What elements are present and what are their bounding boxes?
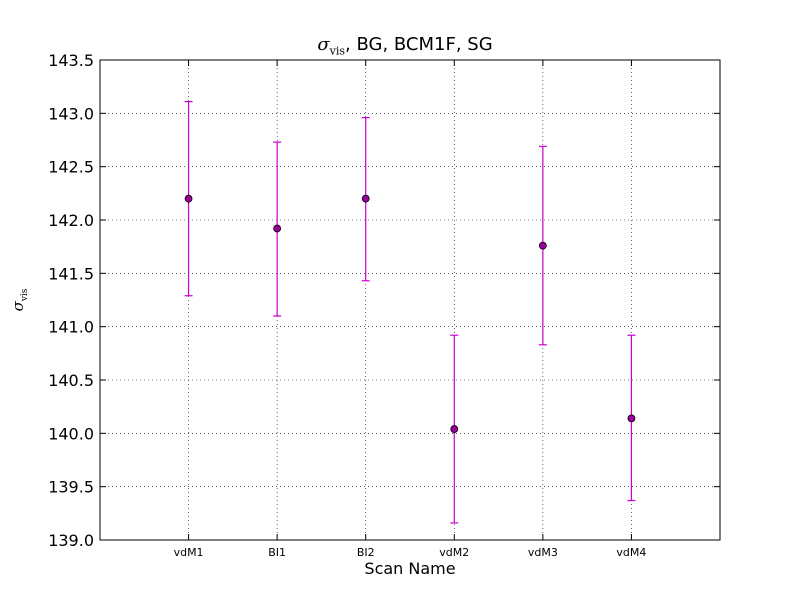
title-subscript: vis bbox=[329, 44, 346, 58]
data-point bbox=[627, 414, 636, 423]
plot-frame bbox=[99, 59, 721, 541]
y-tick-label: 140.0 bbox=[48, 424, 94, 443]
y-tick-label: 141.0 bbox=[48, 318, 94, 337]
title-rest: , BG, BCM1F, SG bbox=[345, 34, 493, 55]
y-tick-label: 139.0 bbox=[48, 531, 94, 550]
data-point bbox=[538, 241, 547, 250]
title-symbol: σ bbox=[317, 34, 330, 55]
data-point bbox=[273, 224, 282, 233]
data-point bbox=[184, 194, 193, 203]
x-tick-label: vdM2 bbox=[439, 546, 469, 559]
x-tick-label: vdM4 bbox=[616, 546, 646, 559]
y-axis-label: σvis bbox=[9, 289, 30, 312]
data-point bbox=[450, 425, 459, 433]
y-tick-label: 139.5 bbox=[48, 478, 94, 497]
x-tick-label: BI2 bbox=[357, 546, 375, 559]
chart-title: σvis, BG, BCM1F, SG bbox=[0, 34, 800, 58]
y-tick-label: 141.5 bbox=[48, 264, 94, 283]
y-tick-label: 143.0 bbox=[48, 104, 94, 123]
x-tick-label: BI1 bbox=[268, 546, 286, 559]
y-tick-label: 142.0 bbox=[48, 211, 94, 230]
x-axis-label: Scan Name bbox=[364, 559, 455, 578]
x-tick-label: vdM3 bbox=[528, 546, 558, 559]
y-tick-label: 142.5 bbox=[48, 158, 94, 177]
y-tick-label: 140.5 bbox=[48, 371, 94, 390]
x-tick-label: vdM1 bbox=[174, 546, 204, 559]
ylabel-symbol: σ bbox=[8, 301, 27, 312]
y-tick-label: 143.5 bbox=[48, 51, 94, 70]
data-point bbox=[361, 194, 370, 203]
ylabel-subscript: vis bbox=[19, 288, 30, 302]
